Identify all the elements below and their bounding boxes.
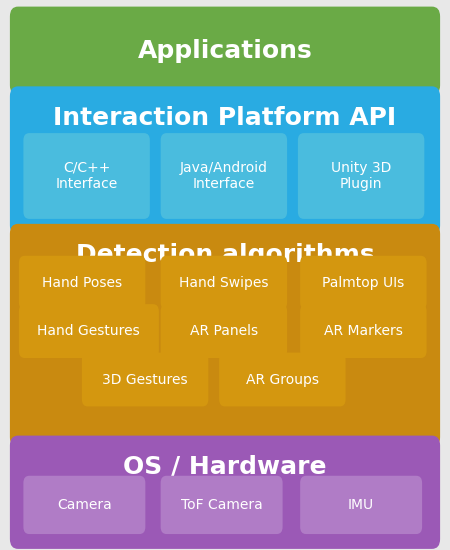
- FancyBboxPatch shape: [23, 476, 145, 534]
- FancyBboxPatch shape: [300, 476, 422, 534]
- FancyBboxPatch shape: [19, 256, 145, 310]
- Text: IMU: IMU: [348, 498, 374, 512]
- Text: 3D Gestures: 3D Gestures: [102, 372, 188, 387]
- FancyBboxPatch shape: [161, 256, 287, 310]
- FancyBboxPatch shape: [10, 86, 440, 235]
- Text: Unity 3D
Plugin: Unity 3D Plugin: [331, 161, 392, 191]
- FancyBboxPatch shape: [10, 224, 440, 447]
- FancyBboxPatch shape: [298, 133, 424, 219]
- FancyBboxPatch shape: [19, 304, 159, 358]
- Text: Camera: Camera: [57, 498, 112, 512]
- Text: Hand Gestures: Hand Gestures: [37, 324, 140, 338]
- FancyBboxPatch shape: [161, 476, 283, 534]
- Text: Detection algorithms: Detection algorithms: [76, 243, 374, 267]
- Text: Hand Poses: Hand Poses: [42, 276, 122, 290]
- FancyBboxPatch shape: [161, 304, 287, 358]
- Text: OS / Hardware: OS / Hardware: [123, 454, 327, 478]
- Text: C/C++
Interface: C/C++ Interface: [55, 161, 118, 191]
- FancyBboxPatch shape: [219, 353, 346, 406]
- Text: AR Groups: AR Groups: [246, 372, 319, 387]
- Text: Applications: Applications: [138, 39, 312, 63]
- Text: ToF Camera: ToF Camera: [181, 498, 262, 512]
- Text: Palmtop UIs: Palmtop UIs: [322, 276, 405, 290]
- FancyBboxPatch shape: [300, 304, 427, 358]
- FancyBboxPatch shape: [82, 353, 208, 406]
- FancyBboxPatch shape: [10, 436, 440, 549]
- FancyBboxPatch shape: [300, 256, 427, 310]
- Text: Hand Swipes: Hand Swipes: [179, 276, 269, 290]
- Text: Java/Android
Interface: Java/Android Interface: [180, 161, 268, 191]
- Text: AR Panels: AR Panels: [190, 324, 258, 338]
- FancyBboxPatch shape: [10, 7, 440, 95]
- FancyBboxPatch shape: [23, 133, 150, 219]
- Text: AR Markers: AR Markers: [324, 324, 403, 338]
- Text: Interaction Platform API: Interaction Platform API: [54, 106, 396, 130]
- FancyBboxPatch shape: [161, 133, 287, 219]
